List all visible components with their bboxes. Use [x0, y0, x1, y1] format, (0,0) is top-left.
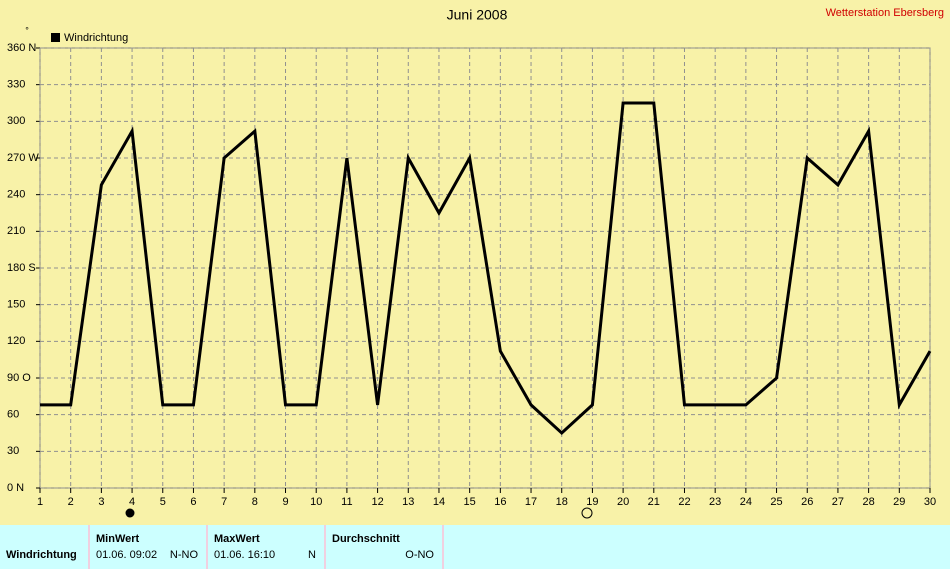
- x-tick-label: 24: [740, 496, 752, 508]
- station-name: Wetterstation Ebersberg: [826, 7, 944, 19]
- y-unit: °: [25, 25, 29, 35]
- y-tick-label: 60: [7, 409, 19, 421]
- column: MinWert 01.06. 09:02 N-NO: [88, 525, 206, 569]
- x-tick-label: 21: [648, 496, 660, 508]
- legend-swatch: [51, 33, 60, 42]
- x-tick-label: 4: [129, 496, 135, 508]
- x-tick-label: 30: [924, 496, 936, 508]
- x-tick-label: 1: [37, 496, 43, 508]
- column-header: MaxWert: [214, 533, 260, 545]
- summary-table: Windrichtung MinWert 01.06. 09:02 N-NO M…: [0, 525, 950, 569]
- y-tick-label: 210: [7, 225, 25, 237]
- column-header: Durchschnitt: [332, 533, 400, 545]
- column-header: MinWert: [96, 533, 140, 545]
- y-tick-label: 30: [7, 445, 19, 457]
- x-tick-label: 13: [402, 496, 414, 508]
- x-tick-label: 9: [282, 496, 288, 508]
- column: Durchschnitt O-NO: [324, 525, 444, 569]
- x-tick-label: 28: [862, 496, 874, 508]
- y-tick-label: 120: [7, 335, 25, 347]
- column-value: N: [308, 549, 316, 561]
- x-tick-label: 8: [252, 496, 258, 508]
- x-tick-label: 11: [341, 496, 352, 508]
- column: MaxWert 01.06. 16:10 N: [206, 525, 324, 569]
- column-value: N-NO: [169, 549, 198, 561]
- column-date: 01.06. 16:10: [214, 549, 276, 561]
- x-tick-label: 29: [893, 496, 905, 508]
- legend-label: Windrichtung: [64, 32, 128, 44]
- x-tick-label: 14: [433, 496, 445, 508]
- y-tick-label: 270 W: [7, 152, 39, 164]
- x-tick-label: 26: [801, 496, 813, 508]
- x-tick-label: 12: [371, 496, 383, 508]
- min-marker: [125, 508, 135, 518]
- y-tick-label: 0 N: [7, 482, 24, 494]
- y-tick-label: 90 O: [7, 372, 31, 384]
- y-tick-label: 150: [7, 299, 25, 311]
- x-tick-label: 17: [525, 496, 537, 508]
- y-tick-label: 180 S: [7, 262, 36, 274]
- x-tick-label: 15: [464, 496, 476, 508]
- row-label: Windrichtung: [6, 549, 77, 561]
- x-tick-label: 27: [832, 496, 844, 508]
- x-tick-label: 22: [678, 496, 690, 508]
- x-tick-label: 16: [494, 496, 506, 508]
- y-tick-label: 300: [7, 115, 25, 127]
- x-tick-label: 20: [617, 496, 629, 508]
- x-tick-label: 3: [98, 496, 104, 508]
- x-tick-label: 2: [68, 496, 74, 508]
- column-date: 01.06. 09:02: [96, 549, 158, 561]
- y-tick-label: 330: [7, 79, 25, 91]
- y-tick-label: 360 N: [7, 42, 36, 54]
- max-marker: [581, 507, 593, 519]
- x-tick-label: 18: [556, 496, 568, 508]
- x-tick-label: 19: [586, 496, 598, 508]
- line-series: [40, 101, 932, 436]
- x-tick-label: 5: [160, 496, 166, 508]
- chart-title: Juni 2008: [447, 7, 508, 23]
- column-value: O-NO: [405, 549, 434, 561]
- x-tick-label: 10: [310, 496, 322, 508]
- x-tick-label: 6: [190, 496, 196, 508]
- x-tick-label: 25: [770, 496, 782, 508]
- x-tick-label: 23: [709, 496, 721, 508]
- y-tick-label: 240: [7, 189, 25, 201]
- chart: Juni 2008 Wetterstation Ebersberg ° Wind…: [7, 7, 944, 519]
- x-tick-label: 7: [221, 496, 227, 508]
